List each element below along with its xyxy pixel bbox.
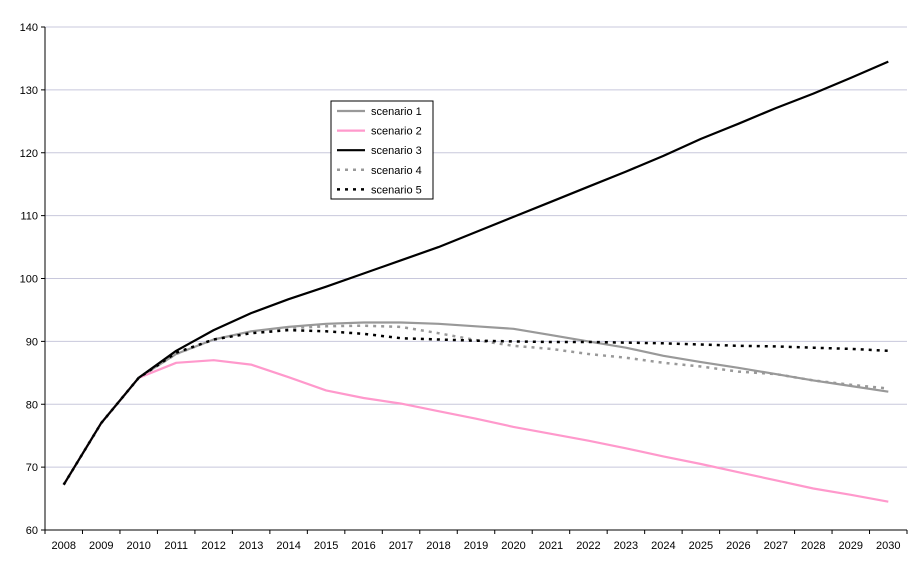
x-tick-label: 2013 — [239, 540, 263, 552]
x-tick-label: 2017 — [389, 540, 413, 552]
x-tick-label: 2016 — [351, 540, 375, 552]
x-tick-label: 2029 — [839, 540, 863, 552]
x-tick-label: 2018 — [426, 540, 450, 552]
x-tick-label: 2014 — [276, 540, 300, 552]
y-tick-label: 110 — [20, 211, 38, 223]
x-tick-label: 2025 — [689, 540, 713, 552]
legend-label-5: scenario 5 — [371, 184, 422, 196]
x-tick-label: 2026 — [726, 540, 750, 552]
legend-label-4: scenario 4 — [371, 165, 422, 177]
series-line-5 — [62, 328, 889, 486]
x-tick-label: 2027 — [764, 540, 788, 552]
x-tick-label: 2015 — [314, 540, 338, 552]
gridlines — [45, 26, 907, 468]
x-tick-label: 2012 — [201, 540, 225, 552]
series-line-2 — [62, 359, 889, 503]
x-tick-label: 2009 — [89, 540, 113, 552]
y-tick-label: 80 — [26, 399, 38, 411]
y-tick-label: 120 — [20, 148, 38, 160]
x-tick-label: 2022 — [576, 540, 600, 552]
legend: scenario 1 scenario 2 scenario 3 scenario 4… — [330, 100, 434, 200]
x-tick-label: 2010 — [126, 540, 150, 552]
y-tick-label: 140 — [20, 22, 38, 34]
legend-label-1: scenario 1 — [371, 106, 422, 118]
x-tick-label: 2023 — [614, 540, 638, 552]
y-tick-label: 70 — [26, 462, 38, 474]
y-tick-label: 100 — [20, 274, 38, 286]
x-tick-label: 2030 — [876, 540, 900, 552]
x-tick-label: 2028 — [801, 540, 825, 552]
y-tick-label: 90 — [26, 336, 38, 348]
series-line-3 — [62, 60, 889, 486]
series-layer — [62, 60, 889, 503]
legend-label-3: scenario 3 — [371, 145, 422, 157]
x-tick-label: 2020 — [501, 540, 525, 552]
axes: 60 70 80 90 100 110 120 130 140 2008 2009 2010 2011 2… — [20, 22, 908, 552]
x-tick-label: 2011 — [164, 540, 188, 552]
x-tick-label: 2024 — [651, 540, 675, 552]
x-tick-label: 2019 — [464, 540, 488, 552]
x-tick-label: 2021 — [539, 540, 563, 552]
x-tick-label: 2008 — [51, 540, 75, 552]
y-tick-label: 60 — [26, 525, 38, 537]
y-tick-label: 130 — [20, 85, 38, 97]
legend-label-2: scenario 2 — [371, 126, 422, 138]
